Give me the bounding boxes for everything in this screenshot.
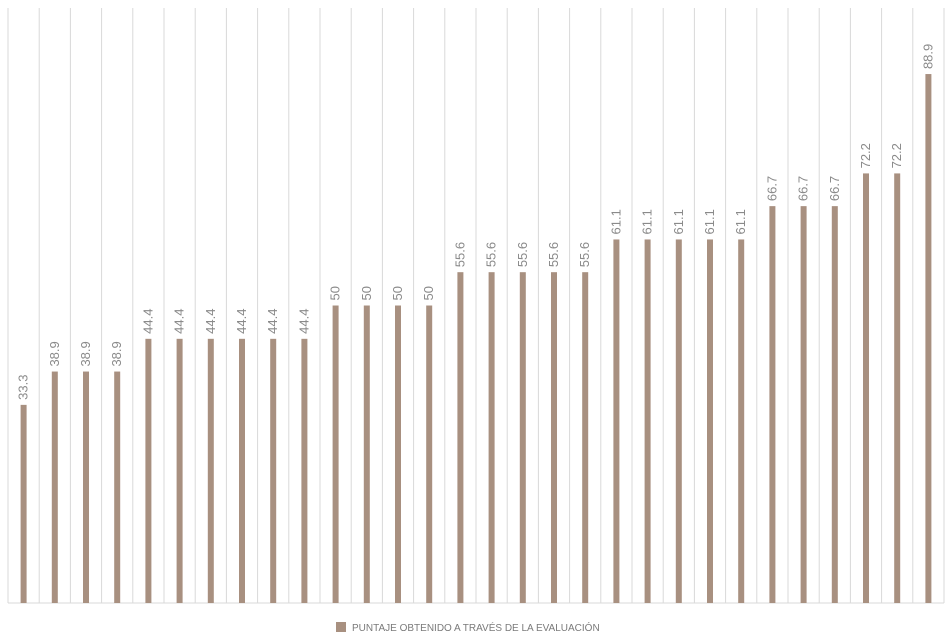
bar [363, 305, 370, 603]
data-label: 55.6 [515, 242, 530, 267]
data-label: 61.1 [702, 209, 717, 234]
bar [301, 338, 308, 603]
bar [83, 371, 89, 603]
bar [644, 239, 651, 603]
data-label: 44.4 [172, 309, 187, 334]
data-label: 44.4 [265, 309, 280, 334]
bar [551, 272, 557, 603]
data-label: 50 [390, 286, 405, 300]
data-label: 38.9 [109, 341, 124, 366]
bar [707, 239, 713, 603]
bar [582, 272, 589, 603]
bar [769, 206, 776, 603]
bar [675, 239, 682, 603]
data-label: 55.6 [577, 242, 592, 267]
bar [270, 338, 277, 603]
bar [488, 272, 495, 603]
bar [239, 338, 245, 603]
data-label: 88.9 [920, 44, 935, 69]
data-label: 44.4 [203, 309, 218, 334]
bar [114, 371, 121, 603]
data-label: 44.4 [296, 309, 311, 334]
data-label: 66.7 [827, 176, 842, 201]
data-label: 66.7 [764, 176, 779, 201]
bar [925, 74, 932, 604]
data-label: 55.6 [484, 242, 499, 267]
data-label: 72.2 [889, 143, 904, 168]
bar [519, 272, 526, 603]
data-label: 55.6 [452, 242, 467, 267]
bar [738, 239, 745, 603]
data-label: 66.7 [796, 176, 811, 201]
legend-text: PUNTAJE OBTENIDO A TRAVÉS DE LA EVALUACI… [352, 621, 600, 634]
data-label: 50 [359, 286, 374, 300]
bar [395, 305, 401, 603]
data-label: 72.2 [858, 143, 873, 168]
bar [426, 305, 433, 603]
bar [207, 338, 214, 603]
bar [613, 239, 620, 603]
bar [457, 272, 464, 603]
legend-swatch [336, 622, 346, 632]
bar [51, 371, 58, 603]
data-label: 61.1 [671, 209, 686, 234]
data-label: 44.4 [234, 309, 249, 334]
data-label: 61.1 [608, 209, 623, 234]
bar [894, 173, 901, 603]
data-label: 50 [421, 286, 436, 300]
data-label: 38.9 [78, 341, 93, 366]
bar [176, 338, 183, 603]
bar [332, 305, 339, 603]
data-label: 55.6 [546, 242, 561, 267]
bar [831, 206, 838, 603]
data-label: 61.1 [640, 209, 655, 234]
bar [20, 404, 27, 603]
bar [145, 338, 152, 603]
data-label: 33.3 [16, 375, 31, 400]
data-label: 44.4 [140, 309, 155, 334]
data-label: 38.9 [47, 341, 62, 366]
data-label: 50 [328, 286, 343, 300]
bar [863, 173, 869, 603]
data-label: 61.1 [733, 209, 748, 234]
bar [800, 206, 807, 603]
